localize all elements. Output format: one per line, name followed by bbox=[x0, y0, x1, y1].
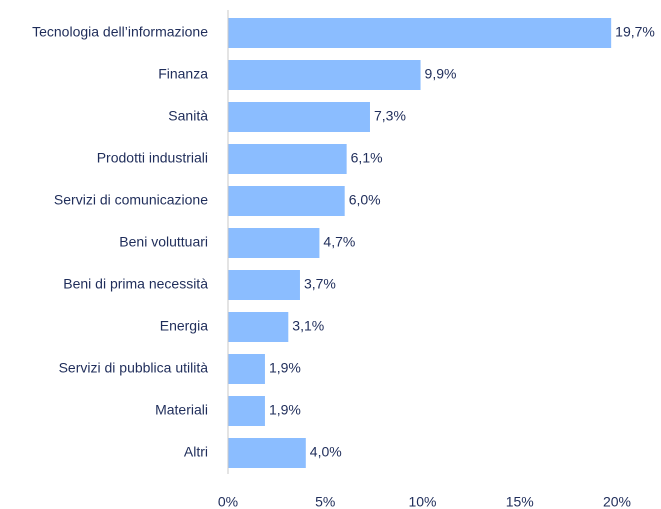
y-tick-label: Altri bbox=[184, 444, 208, 460]
x-tick-label: 0% bbox=[218, 494, 238, 509]
value-label: 9,9% bbox=[425, 66, 457, 82]
bar bbox=[228, 60, 421, 90]
bar bbox=[228, 102, 370, 132]
y-tick-label: Beni di prima necessità bbox=[63, 276, 208, 292]
bar bbox=[228, 438, 306, 468]
bar bbox=[228, 270, 300, 300]
y-tick-label: Prodotti industriali bbox=[97, 150, 208, 166]
value-label: 1,9% bbox=[269, 360, 301, 376]
bar bbox=[228, 186, 345, 216]
value-label: 3,7% bbox=[304, 276, 336, 292]
x-tick-label: 5% bbox=[315, 494, 335, 509]
value-label: 7,3% bbox=[374, 108, 406, 124]
value-label: 1,9% bbox=[269, 402, 301, 418]
y-tick-label: Beni voluttuari bbox=[119, 234, 208, 250]
bar bbox=[228, 396, 265, 426]
y-tick-label: Tecnologia dell’informazione bbox=[32, 24, 208, 40]
bar bbox=[228, 18, 612, 48]
y-tick-label: Servizi di pubblica utilità bbox=[59, 360, 209, 376]
bar bbox=[228, 144, 347, 174]
value-label: 6,0% bbox=[349, 192, 381, 208]
value-label: 19,7% bbox=[615, 24, 655, 40]
bar bbox=[228, 312, 289, 342]
value-label: 6,1% bbox=[351, 150, 383, 166]
x-tick-label: 15% bbox=[506, 494, 534, 509]
y-tick-label: Materiali bbox=[155, 402, 208, 418]
value-label: 4,7% bbox=[323, 234, 355, 250]
y-tick-label: Servizi di comunicazione bbox=[54, 192, 208, 208]
x-tick-label: 10% bbox=[408, 494, 436, 509]
bar bbox=[228, 354, 265, 384]
x-tick-label: 20% bbox=[603, 494, 631, 509]
bar bbox=[228, 228, 320, 258]
value-label: 4,0% bbox=[310, 444, 342, 460]
y-tick-label: Sanità bbox=[168, 108, 208, 124]
y-tick-label: Finanza bbox=[158, 66, 208, 82]
y-tick-label: Energia bbox=[160, 318, 208, 334]
value-label: 3,1% bbox=[292, 318, 324, 334]
